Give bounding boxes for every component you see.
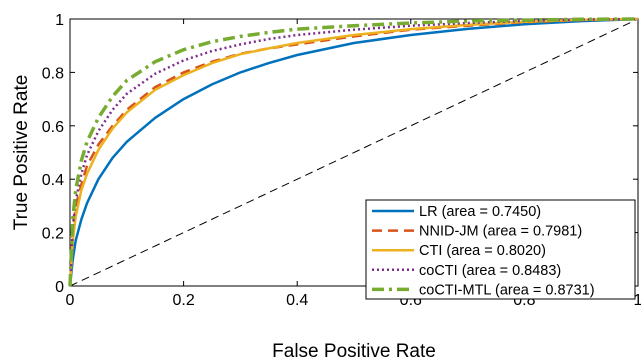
- series-line-3: [68, 17, 639, 287]
- y-tick-label: 0.2: [42, 226, 64, 243]
- legend-label-4: coCTI-MTL (area = 0.8731): [419, 282, 595, 298]
- x-tick-label: 1: [634, 292, 641, 309]
- chance-diagonal-line: [69, 18, 639, 287]
- series-line-0: [68, 17, 639, 287]
- legend-label-1: NNID-JM (area = 0.7981): [419, 224, 582, 240]
- y-tick-label: 0.6: [42, 119, 64, 136]
- x-axis-title: False Positive Rate: [272, 341, 436, 362]
- series-layer: [68, 17, 639, 287]
- series-line-1: [68, 17, 639, 287]
- x-tick-label: 0.2: [172, 292, 194, 309]
- tick-labels: 0 0.2 0.4 0.6 0.8 100.20.40.60.81: [42, 12, 641, 309]
- legend-label-0: LR (area = 0.7450): [419, 204, 541, 220]
- y-tick-label: 0: [55, 279, 64, 296]
- y-axis-title: True Positive Rate: [11, 75, 32, 231]
- legend: LR (area = 0.7450) NNID-JM (area = 0.7981…: [365, 199, 636, 300]
- x-tick-label: 0: [66, 292, 75, 309]
- x-tick-label: 0.4: [286, 292, 308, 309]
- y-tick-label: 0.8: [42, 65, 64, 82]
- series-line-4: [68, 17, 639, 287]
- y-tick-label: 1: [55, 12, 64, 29]
- legend-label-3: coCTI (area = 0.8483): [419, 263, 561, 279]
- legend-label-2: CTI (area = 0.8020): [419, 243, 546, 259]
- y-tick-label: 0.4: [42, 172, 64, 189]
- series-line-2: [68, 17, 639, 287]
